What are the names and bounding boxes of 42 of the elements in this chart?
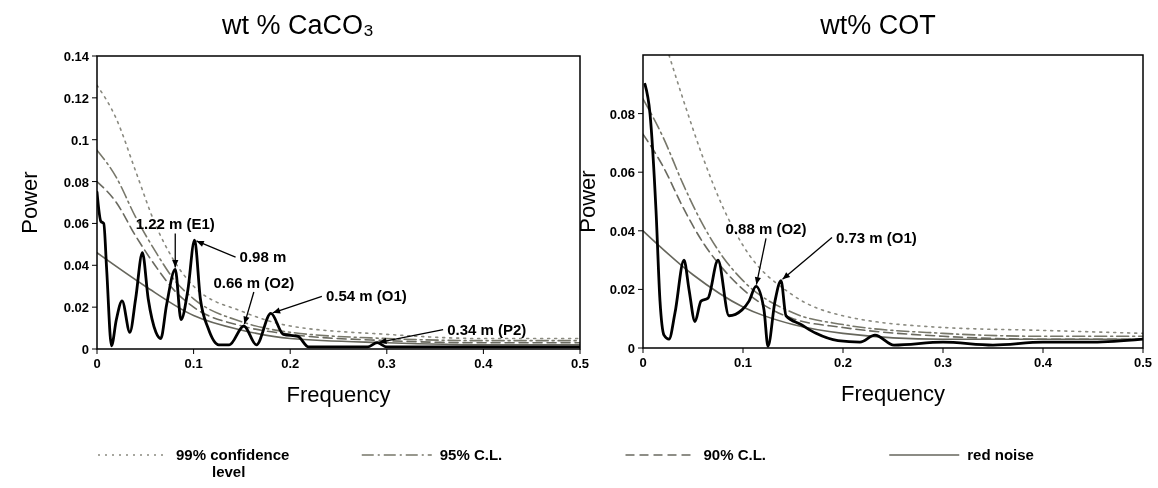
x-tick-label: 0 xyxy=(93,356,101,371)
annotation: 0.88 m (O2) xyxy=(725,220,807,238)
y-tick-label: 0.14 xyxy=(63,49,90,64)
y-tick-label: 0.1 xyxy=(70,132,89,148)
y-tick-label: 0.12 xyxy=(63,90,89,106)
legend-label: 95% C.L. xyxy=(439,446,503,463)
x-axis-title: Frequency xyxy=(286,382,391,407)
annotation: 0.98 m xyxy=(239,248,287,266)
x-tick-label: 0 xyxy=(639,355,647,370)
x-tick-label: 0.2 xyxy=(833,355,853,370)
annotation: 0.34 m (P2) xyxy=(447,320,527,338)
y-tick-label: 0.02 xyxy=(63,300,89,316)
y-tick-label: 0.06 xyxy=(609,165,635,181)
x-tick-label: 0.1 xyxy=(733,355,753,370)
annotation: 0.66 m (O2) xyxy=(213,273,295,291)
x-tick-label: 0.4 xyxy=(474,356,494,371)
legend-label: 99% confidence level xyxy=(176,446,290,480)
y-tick-label: 0 xyxy=(81,342,89,357)
y-tick-label: 0.04 xyxy=(63,258,90,274)
x-tick-label: 0.5 xyxy=(1133,355,1153,370)
y-tick-label: 0.04 xyxy=(609,223,636,239)
legend-label: red noise xyxy=(967,446,1034,463)
y-axis-title: Power xyxy=(17,171,42,234)
x-tick-label: 0.3 xyxy=(377,356,396,371)
y-tick-label: 0 xyxy=(627,341,635,356)
chart-title: wt% COT xyxy=(819,10,936,40)
y-tick-label: 0.02 xyxy=(609,282,635,298)
annotation: 1.22 m (E1) xyxy=(135,215,215,233)
x-axis-title: Frequency xyxy=(841,381,945,406)
y-tick-label: 0.08 xyxy=(63,174,89,190)
x-tick-label: 0.4 xyxy=(1033,355,1053,370)
y-tick-label: 0.08 xyxy=(609,106,635,122)
chart-title: wt % CaCO₃ xyxy=(220,10,375,40)
x-tick-label: 0.3 xyxy=(933,355,953,370)
x-tick-label: 0.1 xyxy=(184,356,203,371)
annotation: 0.54 m (O1) xyxy=(325,287,407,305)
y-tick-label: 0.06 xyxy=(63,216,89,232)
legend-label: 90% C.L. xyxy=(703,446,767,463)
x-tick-label: 0.2 xyxy=(281,356,300,371)
annotation: 0.73 m (O1) xyxy=(836,228,917,246)
y-axis-title: Power xyxy=(575,170,600,233)
x-tick-label: 0.5 xyxy=(570,356,590,371)
